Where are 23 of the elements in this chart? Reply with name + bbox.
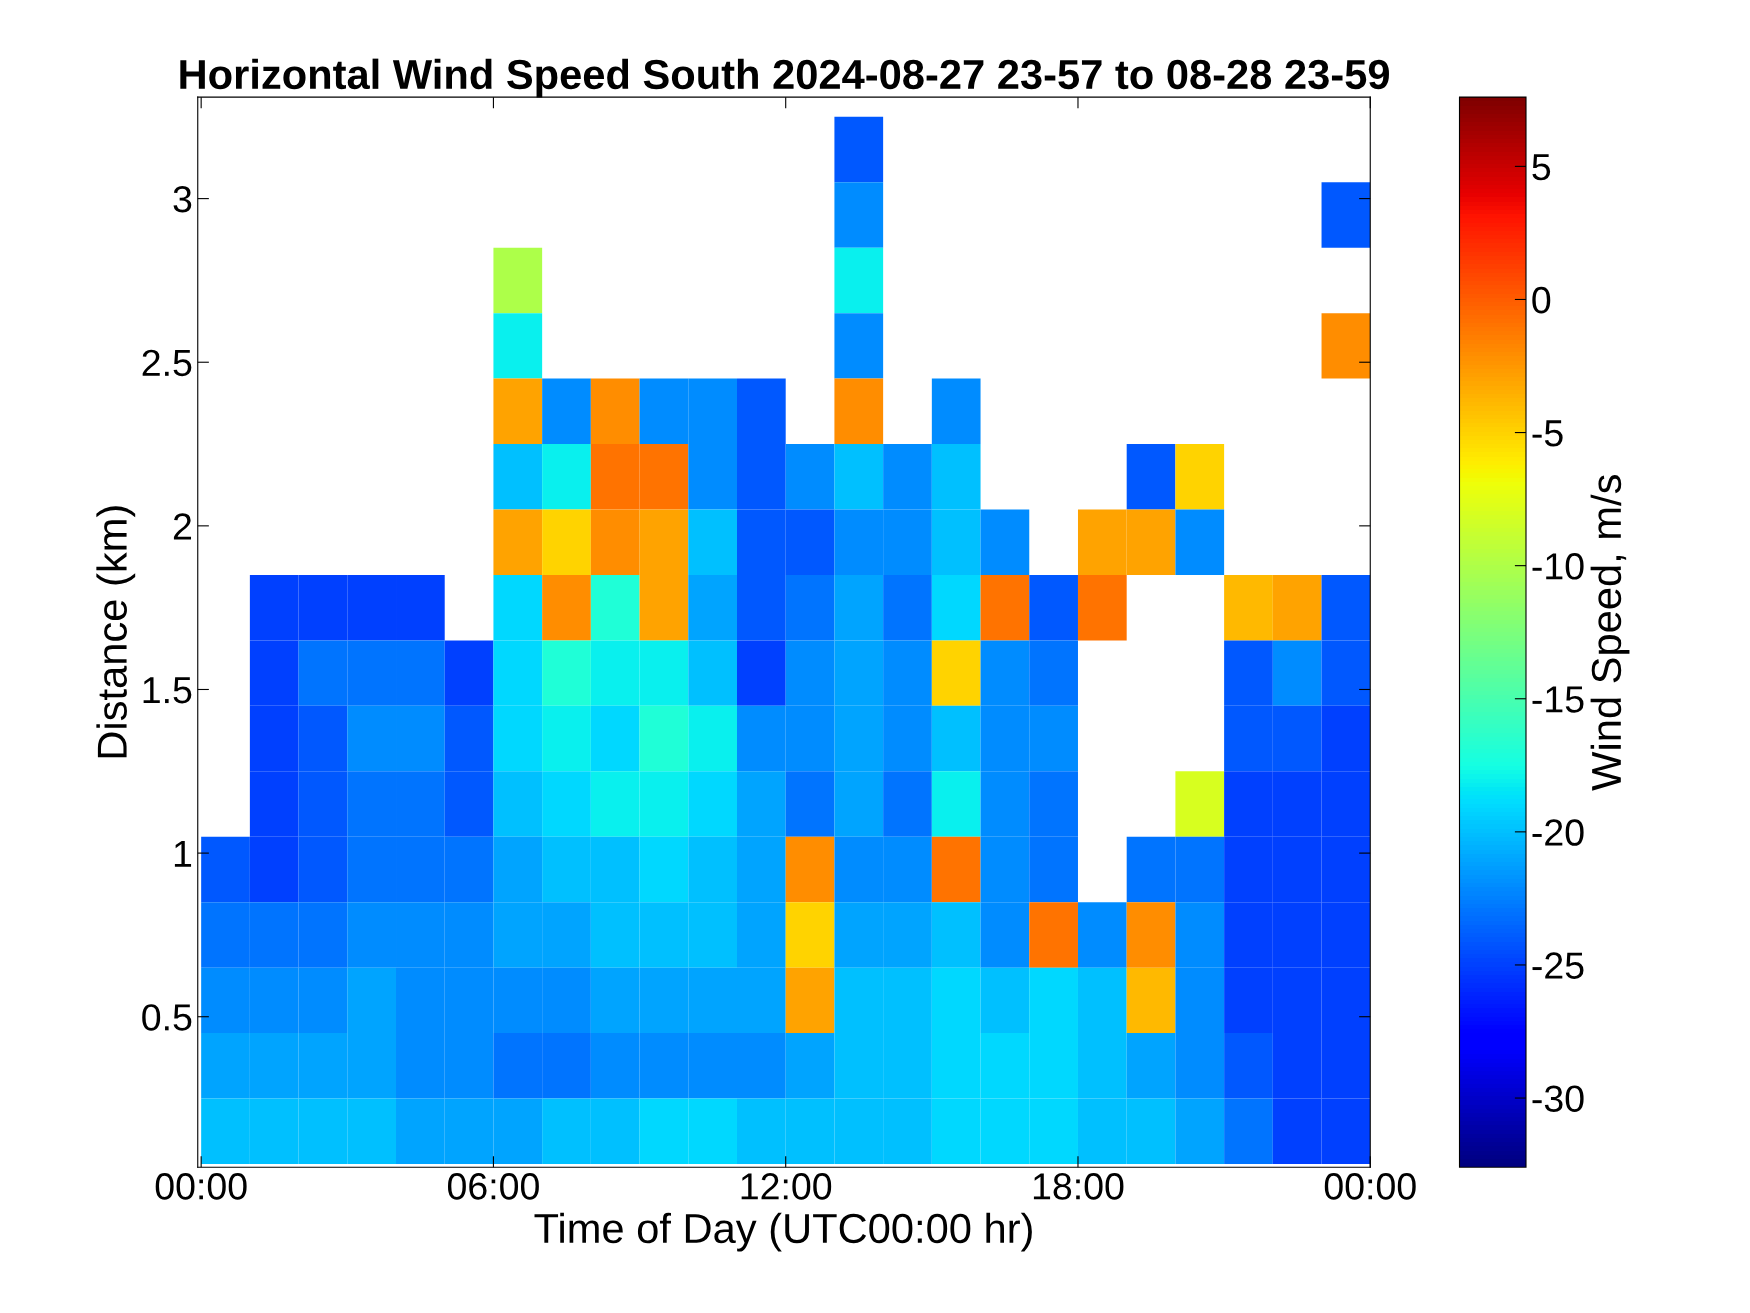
color-bar-label: -15	[1532, 686, 1584, 713]
color-bar-label: -25	[1532, 952, 1584, 979]
color-bar-label: -30	[1532, 1085, 1584, 1112]
y-tick-label: 1.5	[143, 677, 192, 704]
y-tick-label: 1	[174, 840, 192, 867]
x-tick-label: 18:00	[1033, 1173, 1124, 1200]
y-tick-label: 3	[173, 186, 192, 213]
x-tick-label: 00:00	[155, 1173, 247, 1200]
color-bar-label: -5	[1532, 420, 1563, 447]
color-bar-title: Wind Speed, m/s	[1590, 475, 1630, 791]
x-axis-title: Time of Day (UTC00:00 hr)	[534, 1212, 1032, 1252]
x-tick-label: 12:00	[741, 1173, 832, 1200]
color-bar-label: -10	[1532, 553, 1584, 580]
y-axis-title: Distance (km)	[96, 506, 136, 758]
color-bar-label: 0	[1532, 286, 1551, 314]
y-tick-label: 2	[173, 513, 192, 540]
x-tick-label: 06:00	[447, 1173, 539, 1200]
color-bar-label: -20	[1532, 819, 1584, 846]
x-tick-label: 00:00	[1324, 1173, 1416, 1200]
y-tick-label: 0.5	[142, 1004, 192, 1031]
chart-title: Horizontal Wind Speed South 2024-08-27 23-57 to 08-28 23-59	[180, 58, 1389, 98]
color-bar-label: 5	[1532, 154, 1551, 181]
y-tick-label: 2.5	[142, 349, 192, 377]
